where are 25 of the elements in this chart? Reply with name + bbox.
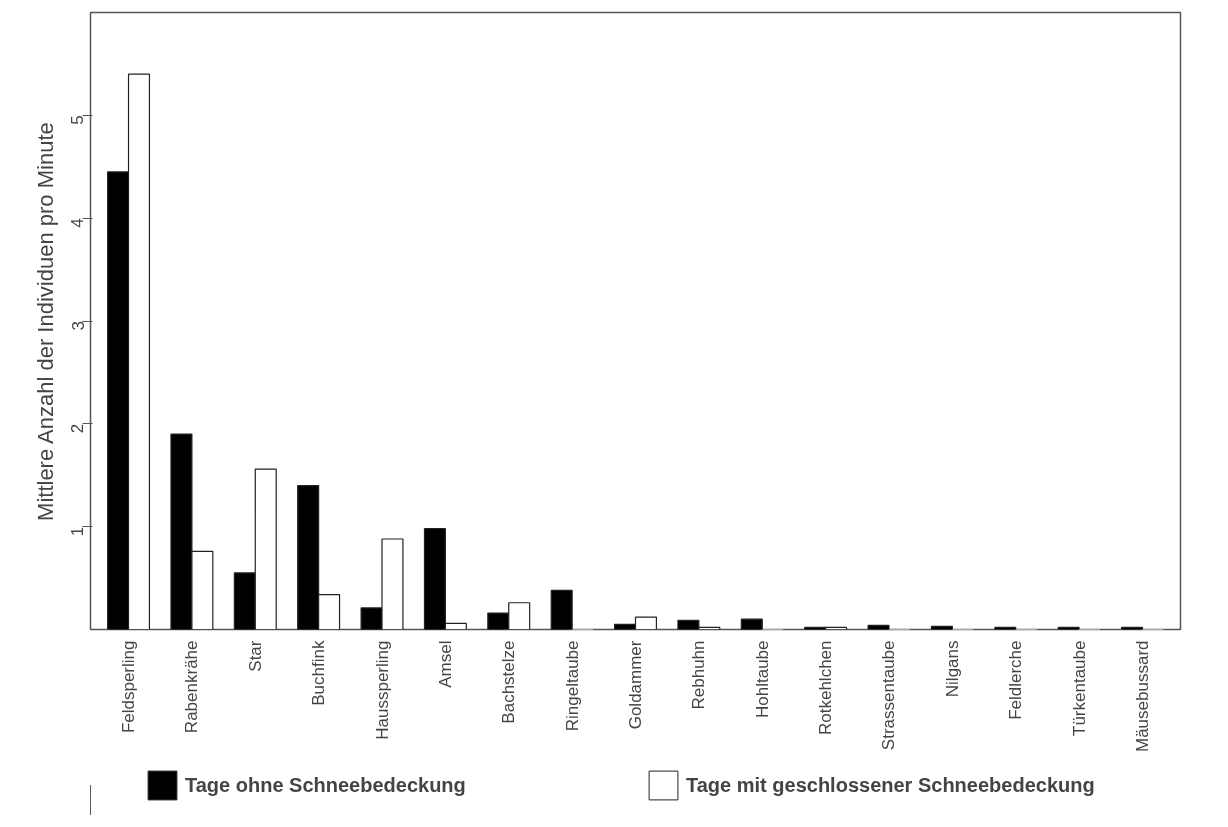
x-tick-label: Amsel [435,640,455,688]
x-tick-label: Haussperling [372,640,392,740]
x-tick-label: Feldlerche [1006,640,1026,720]
y-tick-label: 1 [68,526,88,537]
x-tick-label: Ringeltaube [562,640,582,732]
x-tick-label: Feldsperling [119,640,139,734]
x-tick-label: Hohltaube [752,640,772,718]
y-tick-label: 3 [68,320,88,331]
x-tick-label: Bachstelze [499,640,519,724]
x-tick-label: Buchfink [309,640,329,706]
y-tick-label: 4 [68,218,88,228]
x-tick-label: Rabenkrähe [182,640,202,734]
x-tick-label: Mäusebussard [1132,640,1152,752]
y-axis-title: Mittlere Anzahl der Individuen pro Minute [32,122,58,521]
x-tick-label: Star [245,640,265,672]
y-tick-label: 2 [68,423,88,434]
x-tick-label: Nilgans [942,640,962,698]
x-tick-label: Türkentaube [1069,640,1089,736]
x-tick-label: Strassentaube [879,640,899,751]
y-tick-label: 5 [68,115,88,125]
legend-label: Tage mit geschlossener Schneebedeckung [686,773,1096,797]
x-tick-label: Rotkehlchen [816,640,836,735]
x-tick-label: Rebhuhn [689,640,709,710]
legend-label: Tage ohne Schneebedeckung [185,773,467,797]
x-tick-label: Goldammer [626,640,645,730]
